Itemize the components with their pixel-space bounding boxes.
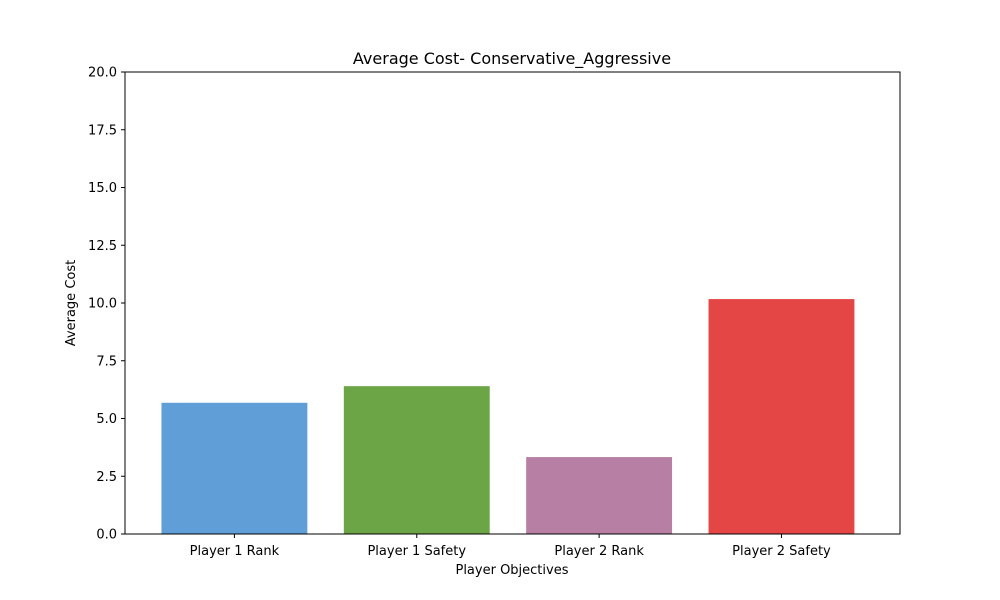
x-tick-label: Player 2 Rank bbox=[554, 544, 644, 559]
y-tick-label: 12.5 bbox=[88, 239, 117, 254]
x-tick-label: Player 2 Safety bbox=[732, 544, 831, 559]
y-axis-ticks: 0.0 2.5 5.0 7.5 10.0 12.5 15.0 17.5 20.0 bbox=[88, 66, 125, 543]
bar-1 bbox=[161, 402, 308, 534]
y-tick-label: 10.0 bbox=[88, 297, 117, 312]
bar-2 bbox=[343, 386, 490, 534]
x-axis-ticks: Player 1 Rank Player 1 Safety Player 2 Ran… bbox=[190, 534, 831, 559]
y-tick-label: 15.0 bbox=[88, 181, 117, 196]
y-axis-title: Average Cost bbox=[64, 260, 79, 346]
y-tick-label: 0.0 bbox=[96, 528, 117, 543]
bar-3 bbox=[526, 457, 673, 534]
y-tick-label: 2.5 bbox=[96, 470, 117, 485]
bar-4 bbox=[708, 299, 855, 534]
x-tick-label: Player 1 Safety bbox=[367, 544, 466, 559]
y-tick-label: 5.0 bbox=[96, 412, 117, 427]
x-axis-title: Player Objectives bbox=[455, 563, 568, 578]
y-tick-label: 17.5 bbox=[88, 123, 117, 138]
bars-group bbox=[161, 299, 855, 534]
chart-title: Average Cost- Conservative_Aggressive bbox=[353, 49, 671, 69]
y-tick-label: 20.0 bbox=[88, 66, 117, 81]
plot-frame bbox=[124, 71, 901, 535]
y-tick-label: 7.5 bbox=[96, 354, 117, 369]
x-tick-label: Player 1 Rank bbox=[190, 544, 280, 559]
